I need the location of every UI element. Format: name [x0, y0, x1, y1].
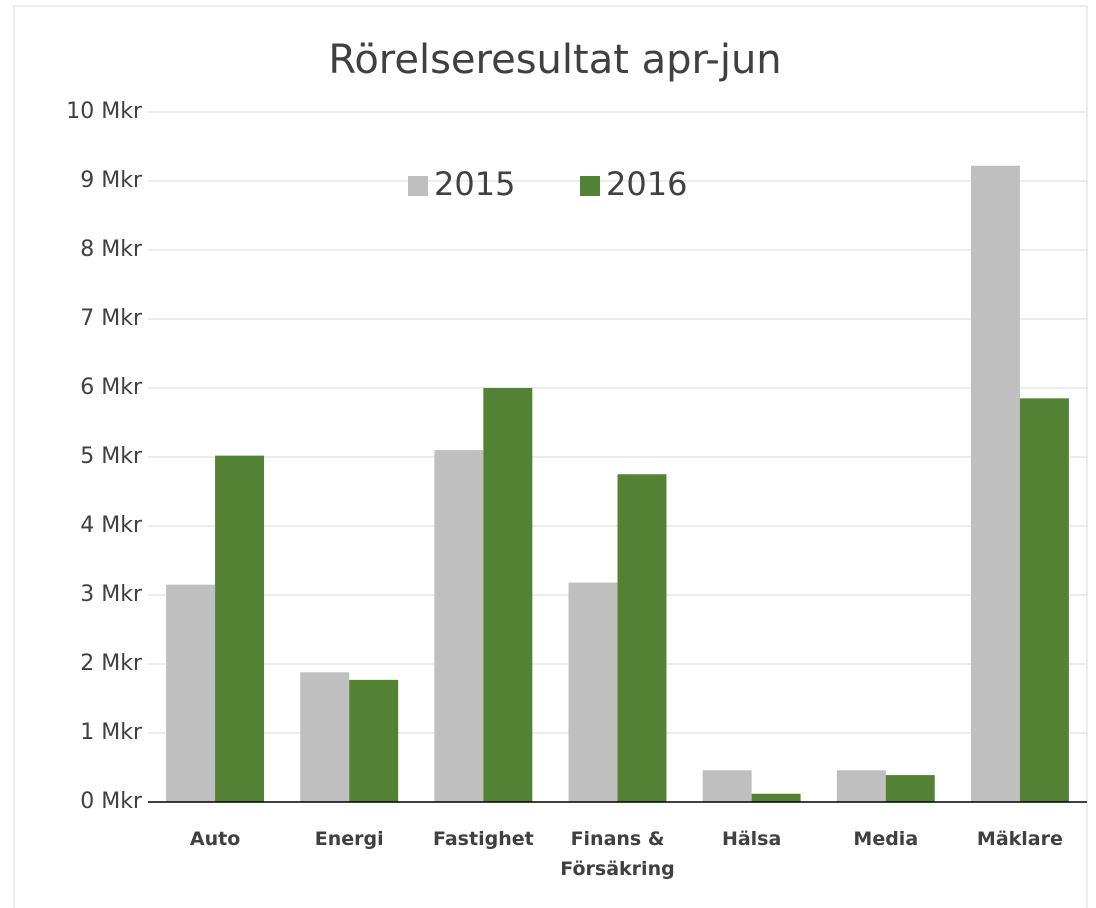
bar	[702, 770, 752, 802]
x-tick-label: Finans & Försäkring	[560, 828, 675, 880]
x-tick-label: Mäklare	[976, 828, 1063, 850]
y-tick-label: 7 Mkr	[80, 306, 143, 331]
x-tick-label-box: Media	[853, 828, 919, 850]
x-tick-label: Energi	[314, 828, 384, 850]
x-tick-label: Auto	[189, 828, 241, 850]
bar	[836, 770, 886, 802]
x-tick-label-box: Energi	[314, 828, 384, 850]
y-tick-label: 6 Mkr	[80, 375, 143, 400]
bar	[166, 584, 216, 802]
y-tick-label: 9 Mkr	[80, 168, 143, 193]
x-tick-label-box: Auto	[189, 828, 241, 850]
legend-swatch	[580, 176, 600, 196]
y-tick-label: 5 Mkr	[80, 444, 143, 469]
x-tick-label-box: Hälsa	[721, 828, 782, 850]
x-tick-label: Hälsa	[721, 828, 782, 850]
y-tick-label: 10 Mkr	[66, 99, 143, 124]
bar	[483, 388, 533, 802]
bar	[568, 582, 618, 802]
x-tick-label-box: Finans & Försäkring	[560, 828, 675, 880]
y-tick-label: 3 Mkr	[80, 582, 143, 607]
x-tick-label-box: Mäklare	[976, 828, 1063, 850]
bar	[434, 450, 484, 802]
x-tick-label-box: Fastighet	[433, 828, 534, 850]
x-tick-label: Fastighet	[433, 828, 534, 850]
bar	[970, 165, 1020, 802]
y-tick-label: 8 Mkr	[80, 237, 143, 262]
bar	[751, 793, 801, 802]
bar	[215, 455, 265, 802]
legend-label: 2015	[434, 165, 515, 203]
y-tick-label: 4 Mkr	[80, 513, 143, 538]
y-tick-label: 1 Mkr	[80, 720, 143, 745]
y-tick-label: 0 Mkr	[80, 789, 143, 814]
bar	[349, 679, 399, 802]
legend-swatch	[408, 176, 428, 196]
y-tick-label: 2 Mkr	[80, 651, 143, 676]
x-tick-label: Media	[853, 828, 919, 850]
bar	[300, 672, 350, 802]
bar	[617, 474, 667, 802]
bar	[885, 775, 935, 802]
bar	[1019, 398, 1069, 802]
chart-title: Rörelseresultat apr-jun	[328, 37, 781, 83]
legend-label: 2016	[606, 165, 687, 203]
